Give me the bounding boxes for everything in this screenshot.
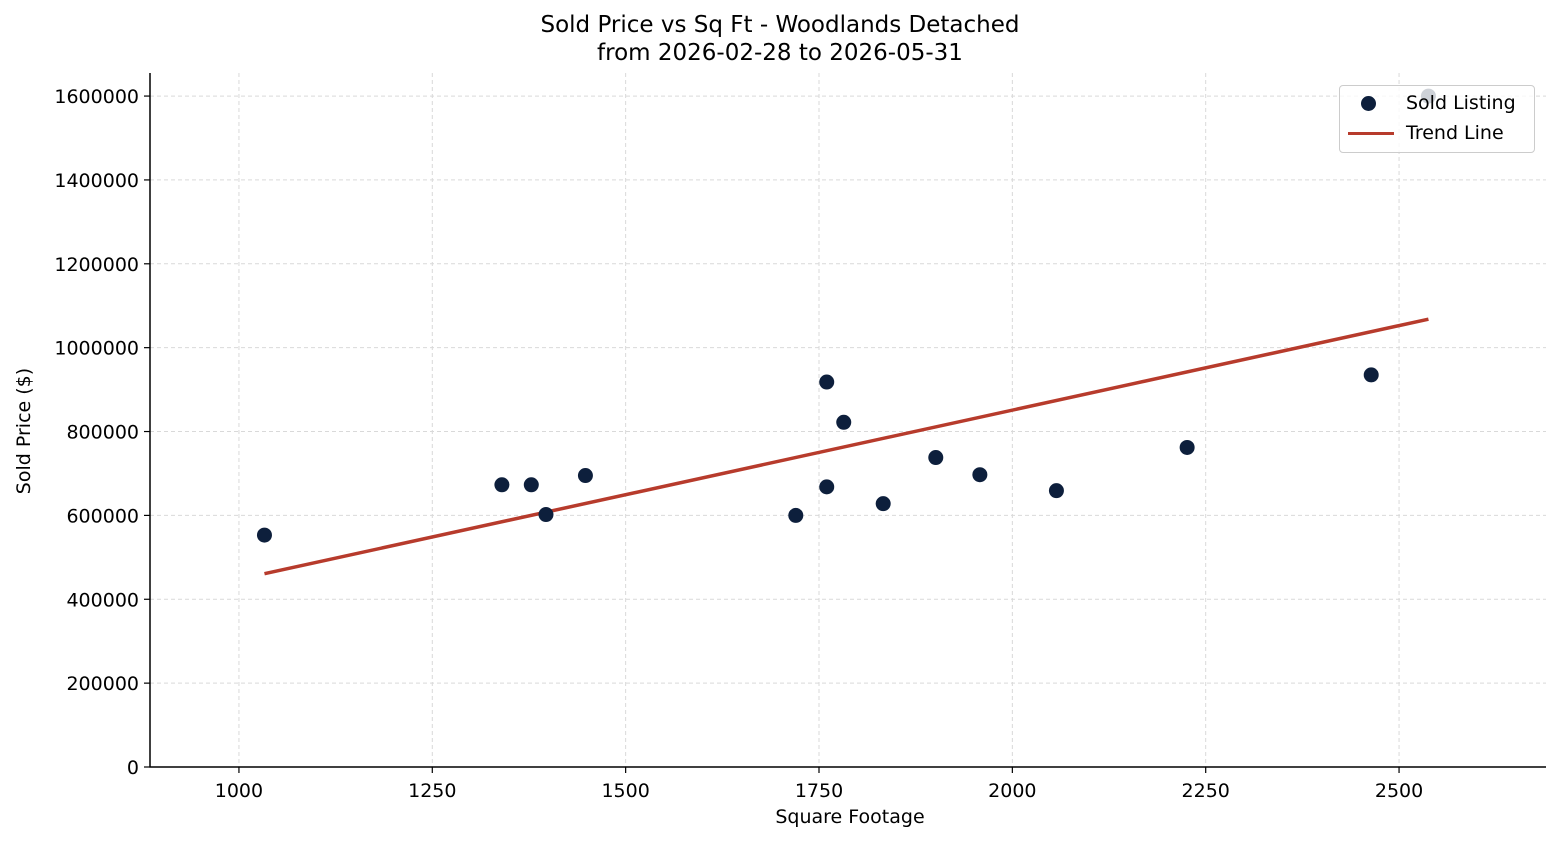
y-tick-label: 1400000 — [54, 170, 139, 192]
x-ticks: 1000 1250 1500 1750 2000 2250 2500 — [215, 767, 1423, 802]
chart-subtitle: from 2026-02-28 to 2026-05-31 — [597, 40, 963, 66]
grid-lines — [150, 73, 1546, 767]
data-point — [928, 450, 944, 466]
x-tick-label: 1750 — [795, 780, 843, 802]
y-tick-label: 200000 — [66, 673, 139, 695]
x-tick-label: 2000 — [988, 780, 1036, 802]
y-tick-label: 400000 — [66, 589, 139, 611]
legend-entry-sold-listing: Sold Listing — [1340, 90, 1516, 116]
y-tick-label: 1000000 — [54, 338, 139, 360]
y-tick-label: 1200000 — [54, 254, 139, 276]
data-point — [523, 477, 539, 493]
y-ticks: 0 200000 400000 600000 800000 1000000 1200000 1… — [54, 86, 150, 779]
data-point — [819, 479, 835, 495]
x-tick-label: 1000 — [215, 780, 263, 802]
legend-marker-dot — [1361, 96, 1376, 111]
legend-label: Sold Listing — [1406, 92, 1516, 114]
legend-marker-line — [1348, 132, 1394, 135]
data-point — [1363, 367, 1379, 383]
data-point — [494, 477, 510, 493]
y-tick-label: 600000 — [66, 505, 139, 527]
data-point — [819, 374, 835, 390]
trend-line-layer — [264, 317, 1429, 576]
x-tick-label: 2250 — [1182, 780, 1230, 802]
y-tick-label: 1600000 — [54, 86, 139, 108]
x-tick-label: 2500 — [1375, 780, 1423, 802]
points-layer — [256, 88, 1436, 543]
legend: Sold Listing Trend Line — [1339, 85, 1535, 153]
x-tick-label: 1250 — [408, 780, 456, 802]
y-axis-label: Sold Price ($) — [13, 367, 35, 495]
y-tick-label: 800000 — [66, 422, 139, 444]
chart-title: Sold Price vs Sq Ft - Woodlands Detached — [540, 12, 1020, 38]
legend-label: Trend Line — [1406, 122, 1504, 144]
data-point — [577, 468, 593, 484]
trend-line — [264, 317, 1429, 576]
data-point — [972, 467, 988, 483]
x-tick-label: 1500 — [601, 780, 649, 802]
data-point — [836, 414, 852, 430]
data-point — [256, 527, 272, 543]
x-axis-label: Square Footage — [775, 806, 925, 828]
data-point — [1179, 439, 1195, 455]
legend-entry-trend-line: Trend Line — [1340, 120, 1504, 146]
axes — [149, 73, 1546, 768]
y-tick-label: 0 — [127, 757, 139, 779]
data-point — [1048, 483, 1064, 499]
data-point — [788, 507, 804, 523]
data-point — [875, 496, 891, 512]
data-point — [538, 507, 554, 523]
